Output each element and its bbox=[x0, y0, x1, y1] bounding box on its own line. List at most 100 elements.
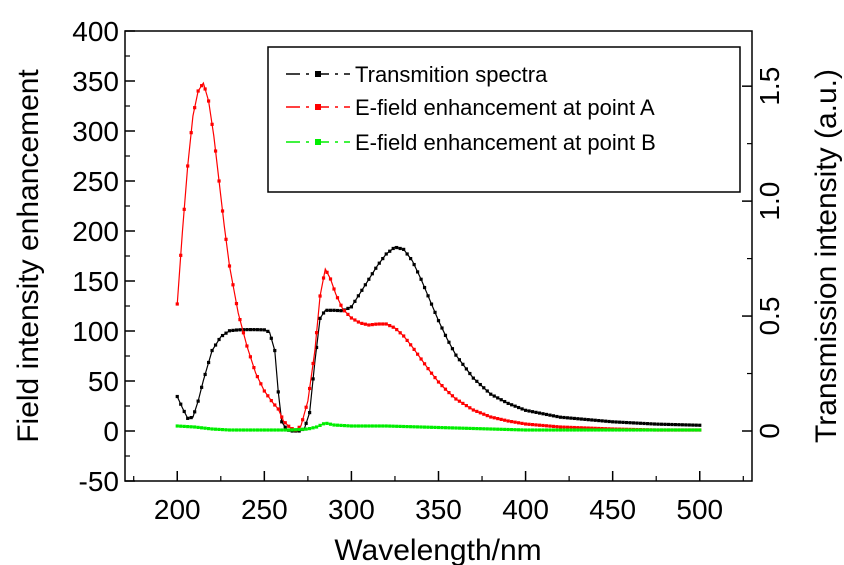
series-2-marker bbox=[457, 426, 461, 430]
series-1-marker bbox=[391, 325, 395, 329]
series-1-marker bbox=[569, 425, 573, 429]
series-1-marker bbox=[513, 420, 517, 424]
series-1-marker bbox=[388, 324, 392, 328]
series-0-marker bbox=[684, 423, 688, 427]
series-1-marker bbox=[590, 426, 594, 430]
legend-marker-point-a bbox=[315, 104, 321, 110]
series-2-marker bbox=[255, 428, 259, 432]
series-0-marker bbox=[217, 337, 221, 342]
series-0-marker bbox=[680, 423, 684, 427]
series-0-marker bbox=[436, 319, 441, 323]
series-2-marker bbox=[374, 424, 378, 428]
series-2-marker bbox=[412, 425, 416, 429]
series-1-marker bbox=[544, 424, 549, 428]
series-2-marker bbox=[276, 428, 280, 432]
y-axis-title: Field intensity enhancement bbox=[12, 69, 45, 443]
series-1-marker bbox=[454, 397, 458, 401]
y2-tick-label-0.5: 0.5 bbox=[754, 297, 785, 336]
series-2-marker bbox=[318, 423, 322, 427]
series-2-marker bbox=[597, 428, 601, 432]
series-1-marker bbox=[572, 425, 576, 430]
series-1-marker bbox=[398, 331, 402, 335]
series-2-marker bbox=[294, 428, 298, 432]
series-2-marker bbox=[611, 428, 615, 432]
series-1-marker bbox=[283, 421, 287, 425]
series-1-marker bbox=[318, 294, 322, 298]
series-2-marker bbox=[461, 426, 465, 430]
series-1-marker bbox=[297, 425, 301, 429]
series-2-marker bbox=[200, 426, 204, 430]
series-2-marker bbox=[628, 428, 632, 432]
series-2-marker bbox=[443, 426, 448, 430]
series-0-marker bbox=[454, 353, 458, 357]
series-1-marker bbox=[422, 362, 427, 366]
series-0-marker bbox=[656, 422, 660, 426]
series-2-marker bbox=[666, 428, 670, 432]
series-0-marker bbox=[193, 410, 197, 414]
series-0-marker bbox=[628, 421, 632, 425]
series-2-marker bbox=[238, 428, 242, 432]
series-0-marker bbox=[224, 331, 228, 335]
series-2-marker bbox=[196, 425, 200, 429]
legend-box bbox=[267, 46, 741, 193]
series-2-marker bbox=[193, 425, 197, 429]
series-2-marker bbox=[583, 428, 587, 432]
series-0-marker bbox=[374, 266, 378, 270]
series-0-marker bbox=[175, 394, 179, 399]
series-2-marker bbox=[290, 428, 294, 432]
series-0-marker bbox=[694, 423, 698, 427]
series-1-marker bbox=[558, 425, 563, 429]
series-1-marker bbox=[482, 412, 486, 416]
series-2-marker bbox=[604, 428, 608, 432]
series-2-marker bbox=[203, 426, 207, 430]
series-2-marker bbox=[645, 428, 650, 432]
series-1-marker bbox=[182, 207, 186, 211]
series-0-marker bbox=[409, 256, 413, 261]
x-tick-label-500: 500 bbox=[676, 494, 723, 525]
series-0-marker bbox=[635, 421, 639, 425]
series-1-marker bbox=[276, 407, 280, 411]
series-2-marker bbox=[370, 424, 374, 428]
series-1-marker bbox=[314, 331, 319, 335]
x-tick-label-350: 350 bbox=[415, 494, 462, 525]
series-2-marker bbox=[280, 428, 284, 432]
series-1-marker bbox=[367, 323, 371, 327]
series-1-marker bbox=[384, 322, 388, 326]
y-tick-label-100: 100 bbox=[72, 316, 119, 347]
series-0-marker bbox=[600, 419, 604, 423]
series-0-marker bbox=[590, 418, 594, 422]
y2-tick-label-1.5: 1.5 bbox=[754, 67, 785, 106]
series-2-marker bbox=[245, 428, 249, 432]
series-1-marker bbox=[224, 237, 228, 241]
series-1-marker bbox=[576, 426, 580, 430]
series-2-marker bbox=[182, 424, 186, 428]
series-2-marker bbox=[527, 428, 531, 432]
series-2-marker bbox=[186, 425, 190, 429]
series-2-marker bbox=[325, 421, 329, 425]
series-0-marker bbox=[245, 328, 249, 332]
series-2-marker bbox=[266, 428, 270, 432]
series-1-marker bbox=[203, 87, 207, 91]
series-1-marker bbox=[200, 84, 204, 88]
series-1-marker bbox=[196, 89, 200, 93]
series-0-marker bbox=[499, 398, 503, 402]
series-2 bbox=[175, 421, 702, 432]
series-1-marker bbox=[234, 302, 239, 306]
series-2-marker bbox=[248, 428, 252, 432]
series-1-marker bbox=[349, 316, 354, 320]
series-0-marker bbox=[384, 252, 388, 256]
series-1-marker bbox=[503, 418, 507, 422]
series-2-marker bbox=[454, 426, 458, 430]
series-1-marker bbox=[370, 323, 374, 327]
legend-marker-point-b bbox=[315, 139, 321, 145]
series-1-marker bbox=[248, 355, 252, 359]
series-1-marker bbox=[179, 253, 183, 257]
series-1-marker bbox=[412, 347, 416, 351]
series-0-marker bbox=[241, 328, 246, 332]
series-2-marker bbox=[349, 424, 354, 428]
series-0-marker bbox=[461, 362, 465, 366]
series-0-marker bbox=[388, 249, 392, 253]
y-tick-label-50: 50 bbox=[88, 366, 119, 397]
series-0-marker bbox=[698, 423, 702, 427]
series-1-marker bbox=[534, 423, 538, 427]
